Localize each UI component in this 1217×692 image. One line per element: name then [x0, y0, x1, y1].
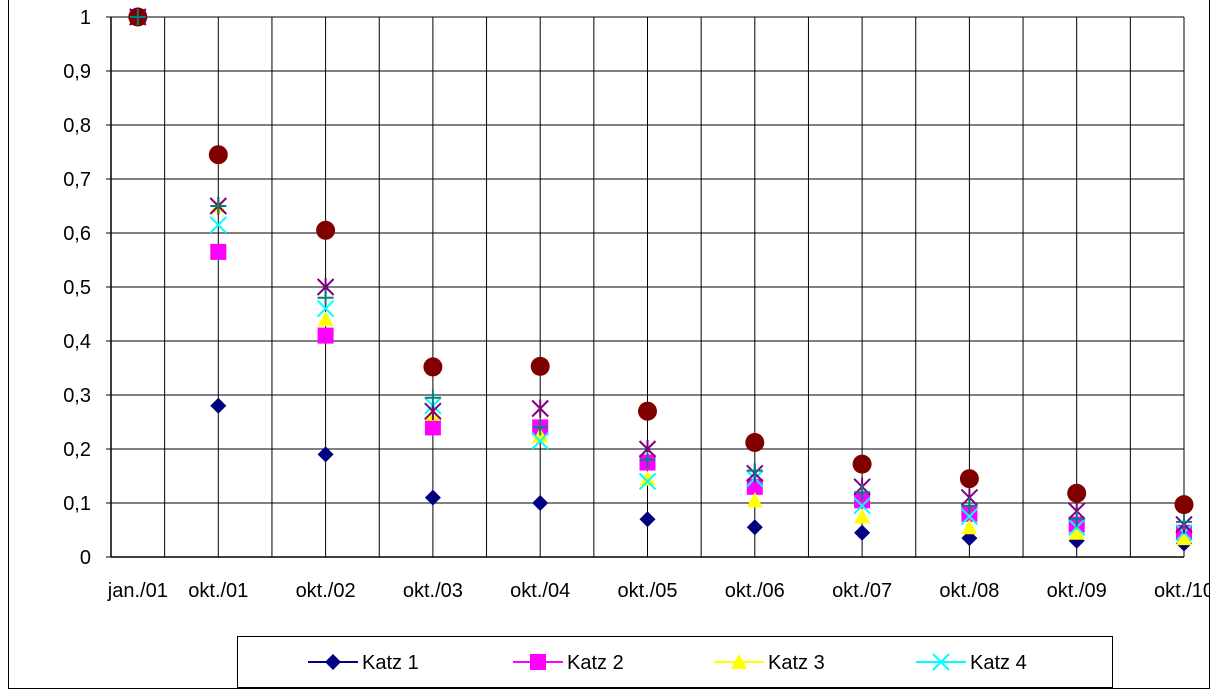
x-tick-label: okt./10 [1154, 580, 1209, 602]
scatter-chart: 0 0,1 0,2 0,3 0,4 0,5 0,6 0,7 0,8 0,9 1 jan./01 okt.… [63, 7, 1209, 602]
data-point [746, 492, 763, 508]
data-point [531, 432, 549, 450]
data-point [639, 470, 656, 486]
data-point [854, 484, 871, 501]
data-point [746, 462, 763, 479]
data-point [1176, 513, 1192, 530]
data-point [853, 496, 871, 515]
data-point [639, 511, 656, 528]
y-tick-label: 0 [80, 547, 91, 569]
legend-label: Katz 4 [970, 652, 1027, 674]
data-point [639, 451, 656, 468]
x-tick-label: okt./09 [1047, 580, 1107, 602]
legend-item: Katz 1 [308, 652, 419, 674]
data-point [424, 389, 441, 406]
data-points [128, 7, 1194, 552]
legend-label: Katz 2 [567, 652, 624, 674]
legend-svg: Katz 1 Katz 2 Katz 3 Katz 4 [308, 652, 1027, 674]
legend-marker [530, 654, 546, 670]
data-point [959, 469, 979, 489]
x-tick-label: jan./01 [107, 580, 168, 602]
y-tick-label: 0,6 [63, 223, 91, 245]
data-point [638, 401, 657, 421]
data-point [1068, 511, 1085, 528]
legend-item: Katz 2 [513, 652, 624, 674]
chart-area: 0 0,1 0,2 0,3 0,4 0,5 0,6 0,7 0,8 0,9 1 jan./01 okt.… [8, 0, 1210, 689]
data-point [209, 216, 228, 234]
tick-labels: 0 0,1 0,2 0,3 0,4 0,5 0,6 0,7 0,8 0,9 1 jan./01 okt.… [63, 7, 1209, 602]
data-point [423, 357, 443, 377]
y-tick-label: 0,8 [63, 115, 91, 137]
data-point [317, 289, 334, 306]
x-tick-label: okt./03 [403, 580, 463, 602]
data-point [854, 524, 871, 541]
x-tick-label: okt./06 [725, 580, 785, 602]
data-point [745, 433, 765, 453]
x-tick-label: okt./04 [510, 580, 570, 602]
data-point [852, 454, 872, 474]
y-tick-label: 0,1 [63, 493, 91, 515]
data-point [961, 519, 978, 535]
data-point [960, 507, 979, 526]
data-point [317, 327, 334, 344]
data-point [1067, 483, 1087, 503]
data-point [208, 145, 228, 165]
x-tick-label: okt./05 [617, 580, 677, 602]
legend-marker [325, 654, 341, 670]
legend-label: Katz 3 [768, 652, 825, 674]
data-point [129, 9, 146, 25]
data-point [1176, 530, 1192, 546]
data-point [1068, 524, 1085, 540]
data-point [532, 419, 549, 436]
y-tick-label: 1 [80, 7, 91, 29]
data-point [316, 299, 335, 318]
legend-marker [731, 654, 747, 669]
legend-item: Katz 4 [916, 652, 1027, 674]
y-tick-label: 0,5 [63, 277, 91, 299]
data-point [531, 399, 549, 418]
legend-item: Katz 3 [714, 652, 825, 674]
data-point [854, 508, 871, 524]
x-tick-label: okt./07 [832, 580, 892, 602]
x-tick-label: okt./01 [188, 580, 248, 602]
legend-label: Katz 1 [362, 652, 419, 674]
y-tick-label: 0,2 [63, 439, 91, 461]
data-point [532, 495, 549, 511]
data-point [316, 220, 336, 240]
x-tick-label: okt./02 [296, 580, 356, 602]
legend: Katz 1 Katz 2 Katz 3 Katz 4 [237, 636, 1113, 688]
data-point [638, 472, 657, 491]
data-point [424, 489, 441, 506]
data-point [424, 419, 441, 436]
data-point [961, 505, 978, 522]
data-point [746, 519, 763, 536]
data-point [1067, 518, 1086, 537]
data-point [854, 492, 871, 509]
y-tick-label: 0,4 [63, 331, 91, 353]
legend-marker [932, 653, 950, 671]
x-tick-label: okt./08 [939, 580, 999, 602]
data-point [1174, 495, 1194, 515]
y-tick-label: 0,3 [63, 385, 91, 407]
data-point [210, 397, 227, 414]
data-point [210, 243, 227, 260]
data-point [530, 356, 550, 376]
data-point [961, 497, 978, 514]
data-point [317, 311, 334, 327]
y-tick-label: 0,9 [63, 61, 91, 83]
y-tick-label: 0,7 [63, 169, 91, 191]
data-point [317, 446, 334, 463]
data-point [210, 198, 227, 214]
